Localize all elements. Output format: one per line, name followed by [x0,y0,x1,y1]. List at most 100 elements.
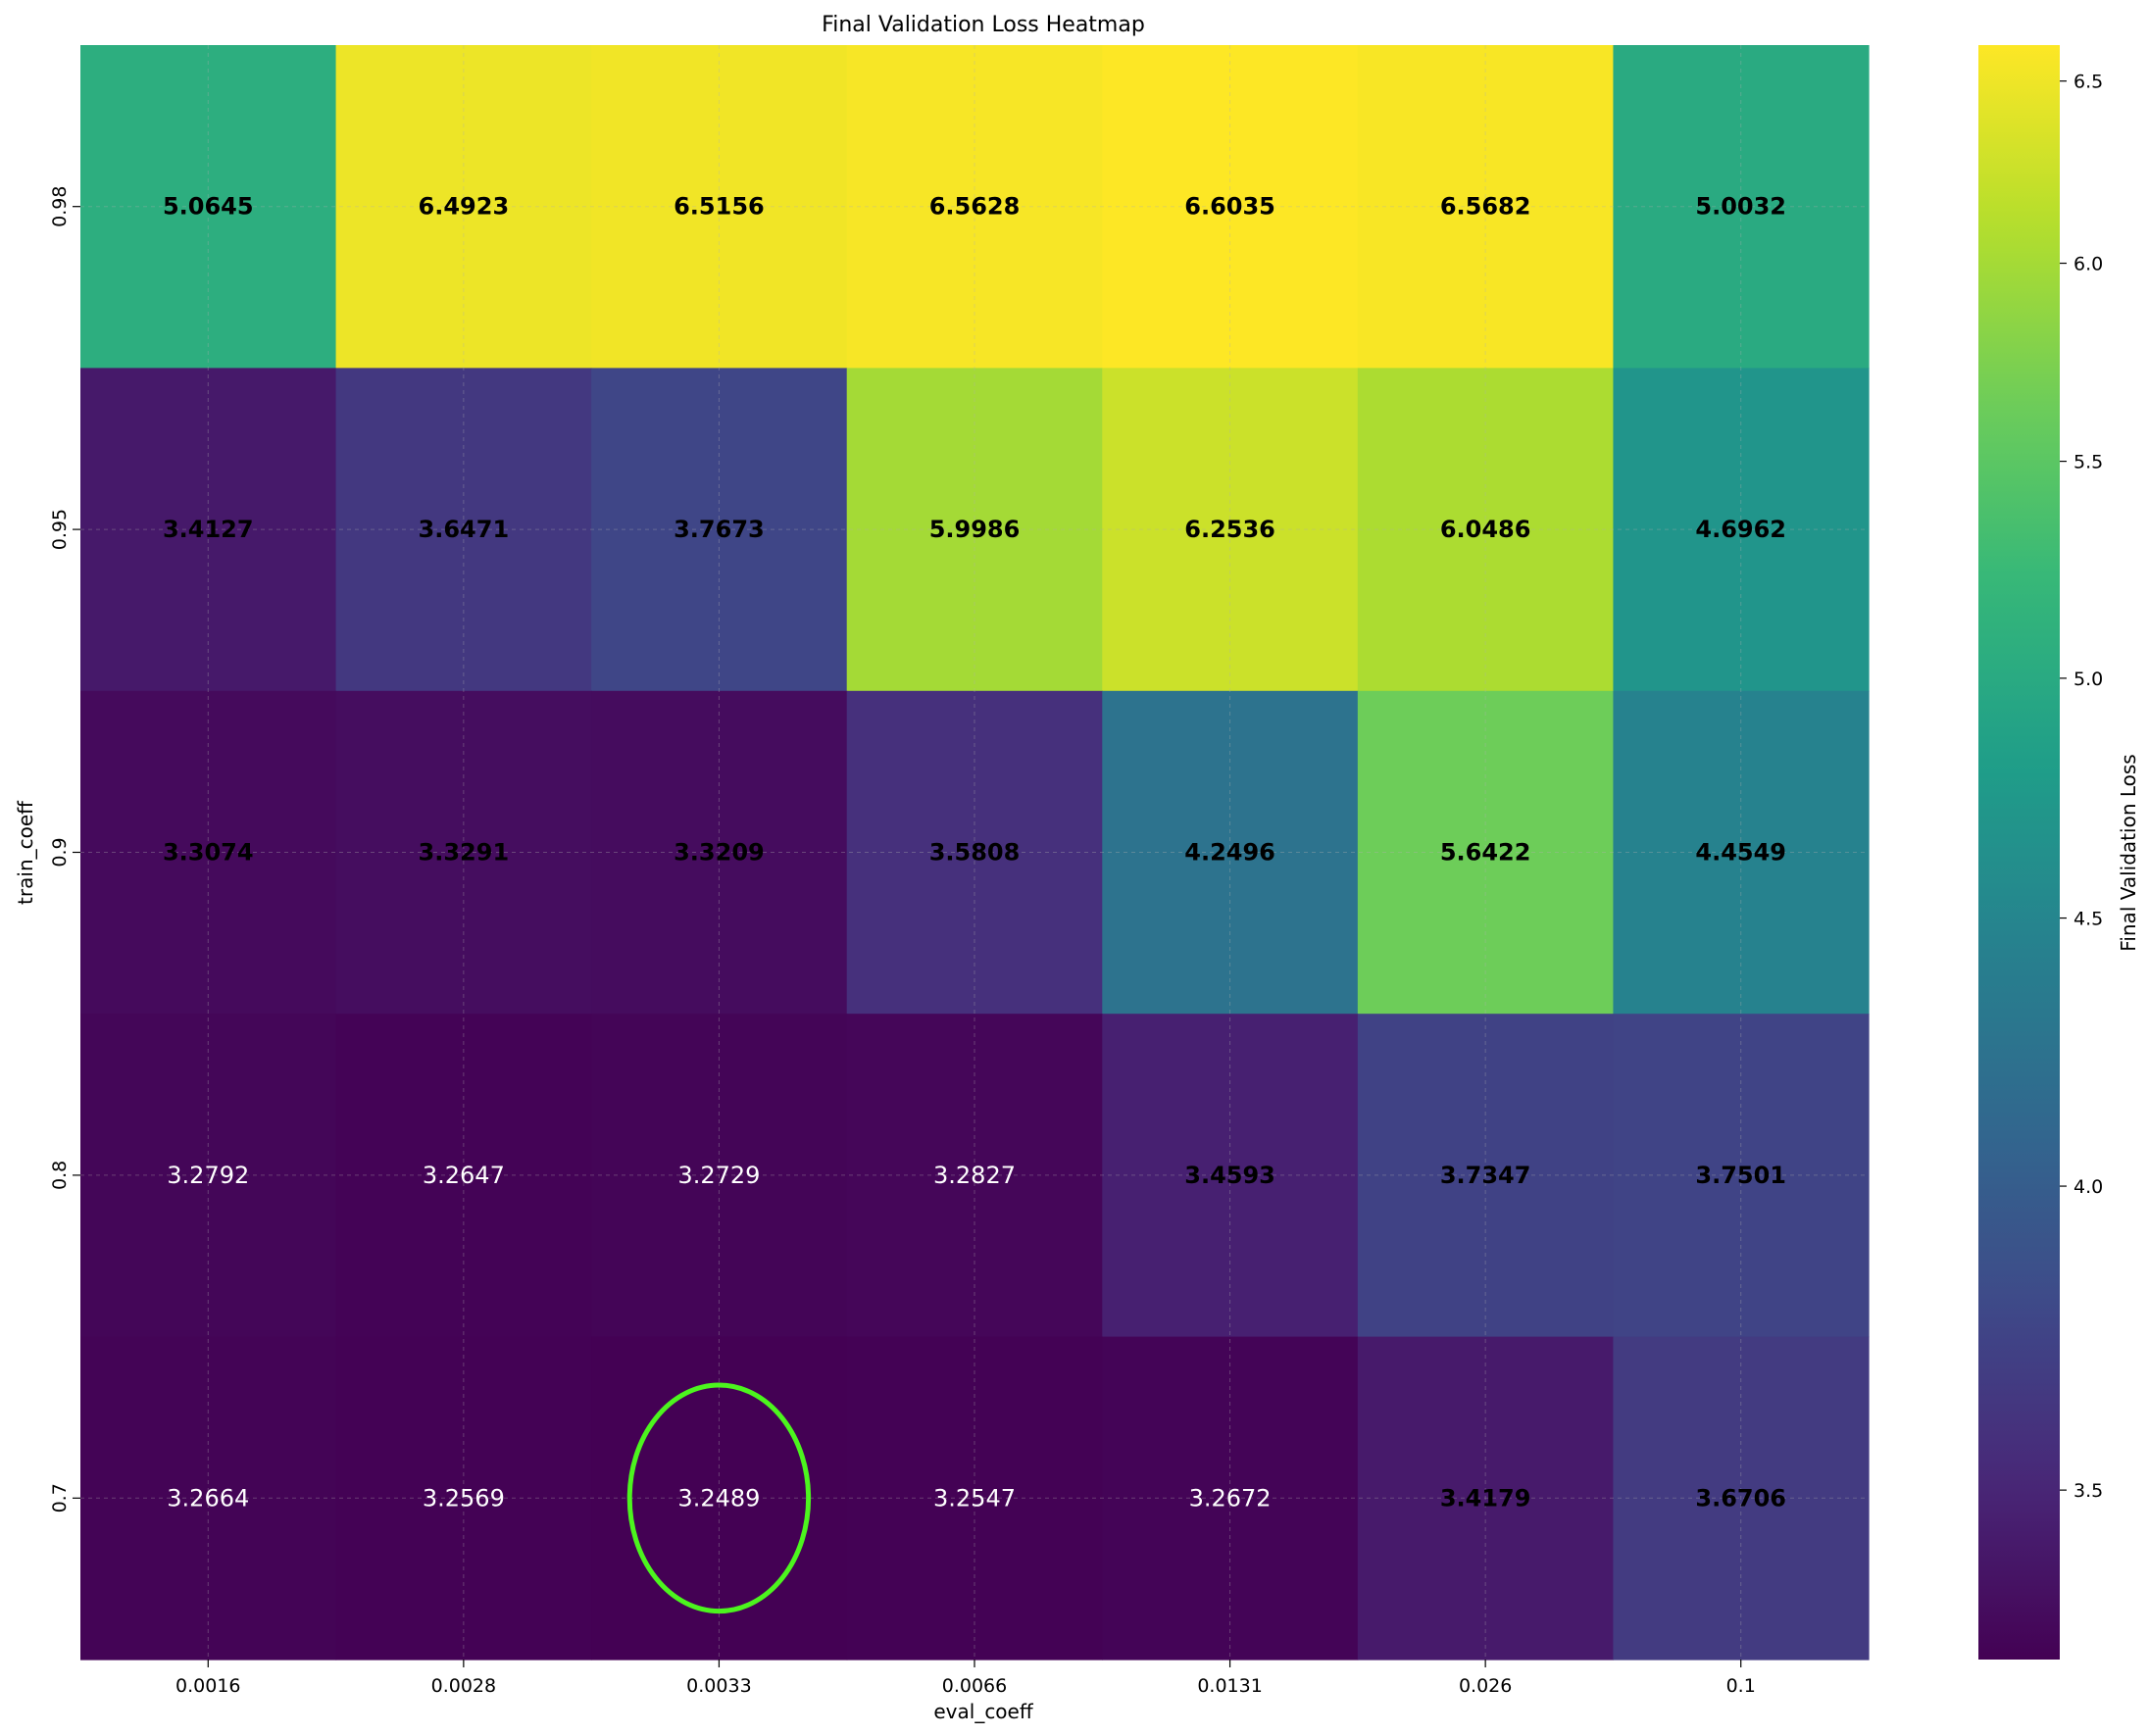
cell-labels: 5.0645 6.4923 6.5156 6.5628 6.6035 6.5682 5.00… [163,193,1786,1513]
cell-value-label: 3.2547 [933,1484,1016,1512]
y-tick-label: 0.9 [49,837,71,867]
heatmap-cell [846,45,1103,369]
cell-value-label: 3.2489 [677,1484,760,1512]
colorbar-tick-label: 6.5 [2073,72,2103,93]
heatmap-cell [591,45,848,369]
cell-value-label: 6.0486 [1440,516,1531,543]
heatmap-cell [846,368,1103,692]
colorbar-bar [1978,45,2060,1660]
highlight-ellipse [626,1382,812,1614]
heatmap-cell [1102,690,1359,1015]
cell-value-label: 3.4127 [163,516,254,543]
heatmap-cell [1357,690,1615,1015]
heatmap-cell [1613,690,1870,1015]
colorbar-tick-label: 4.0 [2073,1176,2103,1198]
heatmap-cell [80,1336,337,1661]
cell-value-label: 4.2496 [1184,839,1275,867]
cell-value-label: 5.6422 [1440,839,1531,867]
heatmap-cell [80,690,337,1015]
cell-value-label: 6.2536 [1184,516,1275,543]
x-tick-label: 0.0016 [175,1675,240,1697]
x-tick-label: 0.0033 [686,1675,751,1697]
cell-value-label: 3.7347 [1440,1162,1531,1189]
x-tick-label: 0.026 [1459,1675,1512,1697]
heatmap-cell [1613,45,1870,369]
heatmap-cell [1102,45,1359,369]
y-tick-label: 0.98 [49,186,71,227]
cell-value-label: 3.2569 [423,1484,505,1512]
cell-value-label: 6.5156 [674,193,765,221]
colorbar: 3.5 4.0 4.5 5.0 5.5 6.0 6.5 [1978,45,2103,1660]
heatmap-cell [1357,45,1615,369]
highlight-marker [626,1382,812,1614]
cell-value-label: 5.9986 [929,516,1021,543]
y-tick-label: 0.95 [49,509,71,550]
colorbar-label: Final Validation Loss [2117,754,2140,951]
heatmap-cell [591,690,848,1015]
cell-value-label: 3.2647 [423,1162,505,1189]
x-tick-label: 0.0028 [431,1675,496,1697]
cell-value-label: 6.5628 [929,193,1021,221]
cell-value-label: 6.5682 [1440,193,1531,221]
cell-value-label: 5.0032 [1695,193,1786,221]
colorbar-tick-label: 5.0 [2073,669,2103,690]
heatmap-cell [846,690,1103,1015]
cell-value-label: 4.4549 [1695,839,1786,867]
y-tick-label: 0.8 [49,1161,71,1190]
heatmap-cell [591,1014,848,1338]
x-tick-label: 0.1 [1726,1675,1756,1697]
colorbar-tick-label: 5.5 [2073,452,2103,473]
cell-value-label: 3.4179 [1440,1484,1531,1512]
cell-value-label: 3.6706 [1695,1484,1786,1512]
cell-value-label: 4.6962 [1695,516,1786,543]
colorbar-tick-label: 3.5 [2073,1480,2103,1502]
y-axis-label: train_coeff [14,800,37,905]
heatmap-cell [1102,1336,1359,1661]
colorbar-tick-label: 4.5 [2073,909,2103,930]
heatmap-cell [591,1336,848,1661]
cell-value-label: 3.4593 [1184,1162,1275,1189]
cell-value-label: 6.6035 [1184,193,1275,221]
colorbar-tick-label: 6.0 [2073,254,2103,275]
heatmap-cell [846,1336,1103,1661]
heatmap-cell [1613,1336,1870,1661]
heatmap-cell [1357,1336,1615,1661]
heatmap-cell [335,1014,592,1338]
chart-title: Final Validation Loss Heatmap [822,13,1145,37]
x-axis: 0.0016 0.0028 0.0033 0.0066 0.0131 0.026 0.1 [175,1660,1756,1697]
heatmap-cell [1613,368,1870,692]
x-tick-label: 0.0131 [1197,1675,1262,1697]
y-axis: 0.98 0.95 0.9 0.8 0.7 [49,186,80,1513]
cell-value-label: 6.4923 [419,193,510,221]
cell-value-label: 3.7501 [1695,1162,1786,1189]
heatmap-cell [1613,1014,1870,1338]
heatmap-cell [335,45,592,369]
cell-value-label: 3.2672 [1189,1484,1272,1512]
cell-value-label: 3.2664 [167,1484,249,1512]
cell-value-label: 3.2827 [933,1162,1016,1189]
heatmap-cell [591,368,848,692]
cell-value-label: 5.0645 [163,193,254,221]
heatmap-cell [80,45,337,369]
grid-lines [80,45,1869,1660]
heatmap-cell [335,1336,592,1661]
cell-value-label: 3.2792 [167,1162,249,1189]
heatmap-cell [1357,1014,1615,1338]
heatmap-cell [80,1014,337,1338]
heatmap-cell [335,690,592,1015]
cell-value-label: 3.3074 [163,839,254,867]
cell-value-label: 3.6471 [419,516,510,543]
heatmap-cell [1102,368,1359,692]
cell-value-label: 3.7673 [674,516,765,543]
cell-value-label: 3.5808 [929,839,1021,867]
heatmap-cell [80,368,337,692]
x-axis-label: eval_coeff [933,1700,1033,1723]
y-tick-label: 0.7 [49,1483,71,1513]
cell-value-label: 3.3209 [674,839,765,867]
heatmap-cell [1102,1014,1359,1338]
heatmap-cell [335,368,592,692]
heatmap-cells [80,45,1870,1661]
x-tick-label: 0.0066 [942,1675,1007,1697]
cell-value-label: 3.2729 [677,1162,760,1189]
